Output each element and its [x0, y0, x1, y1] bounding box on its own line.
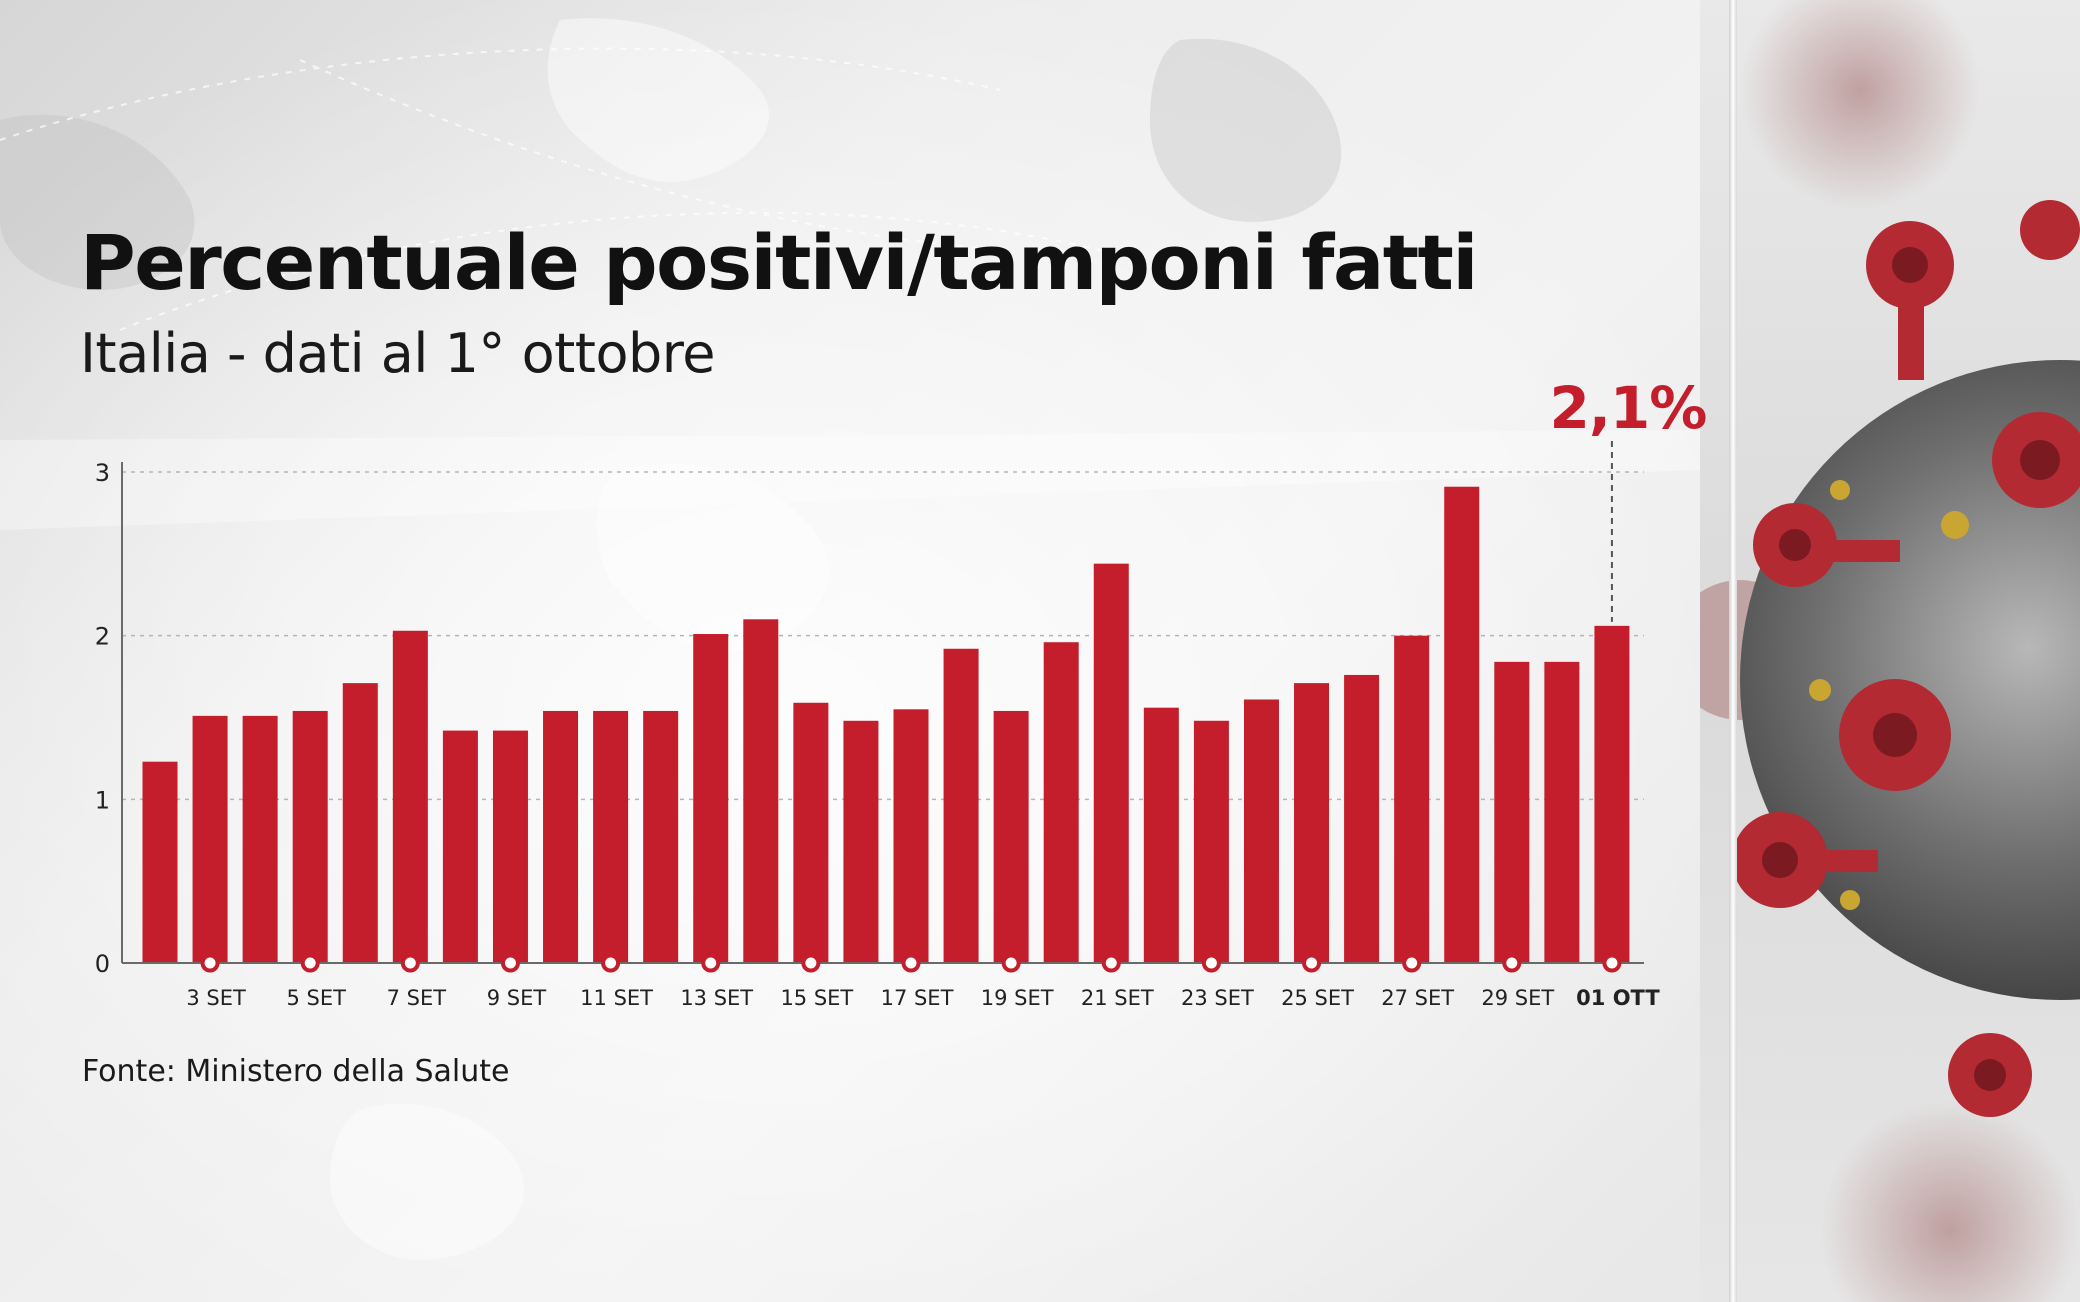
x-tick-marker — [1001, 953, 1021, 973]
bar — [1544, 661, 1580, 963]
bar — [793, 702, 829, 963]
bar — [1294, 683, 1330, 963]
bar — [893, 709, 929, 963]
source-note: Fonte: Ministero della Salute — [82, 1054, 510, 1089]
coronavirus-illustration — [1700, 0, 2080, 1302]
x-tick-label: 11 SET — [580, 986, 653, 1010]
x-tick-marker — [300, 953, 320, 973]
x-tick-marker — [801, 953, 821, 973]
bar — [843, 720, 879, 963]
bar — [392, 630, 428, 963]
bar — [743, 619, 779, 963]
x-tick-label: 01 OTT — [1576, 986, 1660, 1010]
bar — [1243, 699, 1279, 963]
bar — [292, 710, 328, 963]
x-tick-marker — [500, 953, 520, 973]
bar — [1394, 635, 1430, 963]
x-tick-marker — [200, 953, 220, 973]
chart-title: Percentuale positivi/tamponi fatti — [80, 218, 1478, 307]
bar — [993, 710, 1029, 963]
bar — [1193, 720, 1229, 963]
bar — [442, 730, 478, 963]
bar — [543, 710, 579, 963]
y-tick-label: 2 — [95, 623, 110, 651]
x-tick-marker — [1101, 953, 1121, 973]
world-map-decoration — [0, 38, 1342, 290]
coronavirus-image-panel — [1700, 0, 2080, 1302]
x-tick-marker — [701, 953, 721, 973]
bar — [1594, 625, 1630, 963]
x-tick-label: 3 SET — [186, 986, 246, 1010]
x-tick-label: 29 SET — [1481, 986, 1554, 1010]
bar — [1043, 642, 1079, 963]
y-tick-label: 1 — [95, 786, 110, 814]
x-tick-label: 7 SET — [387, 986, 447, 1010]
x-tick-marker — [1302, 953, 1322, 973]
x-tick-label: 23 SET — [1181, 986, 1254, 1010]
bar — [192, 715, 228, 963]
bar — [1494, 661, 1530, 963]
x-tick-label: 25 SET — [1281, 986, 1354, 1010]
bar — [1444, 486, 1480, 963]
bar — [643, 710, 679, 963]
bar — [242, 715, 278, 963]
bar — [1143, 707, 1179, 963]
x-tick-marker — [1201, 953, 1221, 973]
bar — [142, 761, 178, 963]
panel-divider — [1729, 0, 1737, 1302]
x-tick-marker — [601, 953, 621, 973]
x-tick-label: 9 SET — [487, 986, 547, 1010]
bar — [693, 634, 729, 963]
x-tick-label: 27 SET — [1381, 986, 1454, 1010]
y-tick-label: 3 — [95, 459, 110, 487]
bar — [342, 683, 378, 963]
x-tick-label: 21 SET — [1081, 986, 1154, 1010]
bar — [1344, 674, 1380, 963]
tick-labels: 0 1 2 3 3 SET 5 SET 7 SET 9 SET 11 SET 13 SET 15 S… — [95, 459, 1661, 1010]
x-tick-label: 5 SET — [286, 986, 346, 1010]
axes — [121, 462, 1644, 973]
bar — [1093, 563, 1129, 963]
x-tick-label: 13 SET — [680, 986, 753, 1010]
x-tick-label: 17 SET — [881, 986, 954, 1010]
bar — [943, 648, 979, 963]
chart-subtitle: Italia - dati al 1° ottobre — [80, 322, 716, 385]
x-tick-label: 15 SET — [780, 986, 853, 1010]
bar — [492, 730, 528, 963]
x-tick-marker — [901, 953, 921, 973]
bars — [142, 486, 1630, 963]
x-tick-marker — [400, 953, 420, 973]
bar — [593, 710, 629, 963]
annotation-value: 2,1% — [1550, 374, 1707, 442]
x-tick-label: 19 SET — [981, 986, 1054, 1010]
x-tick-marker — [1602, 953, 1622, 973]
annotation: 2,1% — [1550, 374, 1707, 622]
x-tick-marker — [1502, 953, 1522, 973]
x-tick-marker — [1402, 953, 1422, 973]
y-tick-label: 0 — [95, 950, 110, 978]
